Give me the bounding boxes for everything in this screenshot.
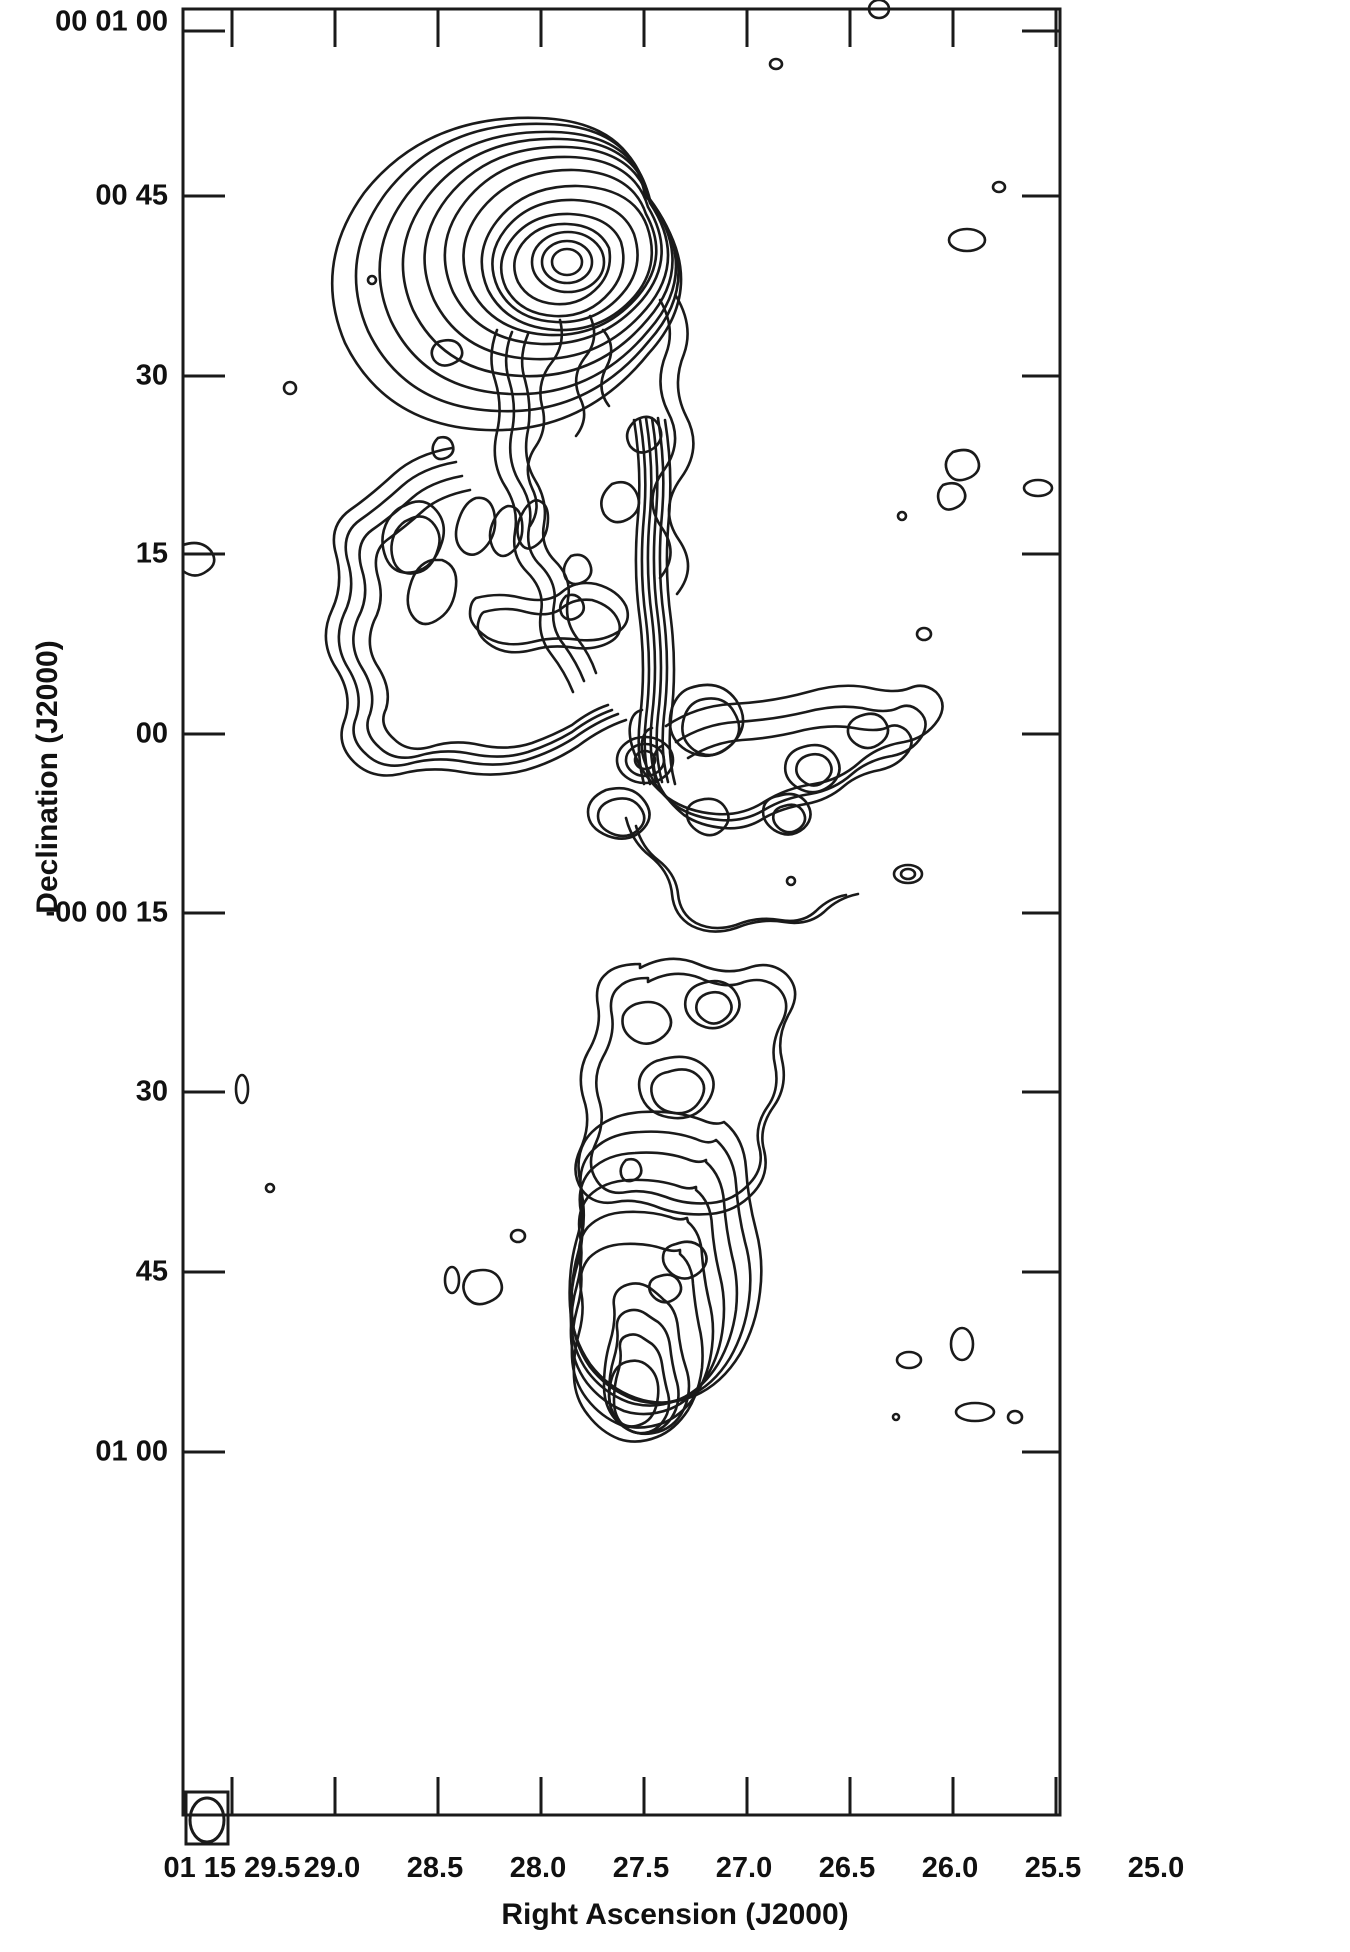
y-tick-label-8: 01 00 <box>95 1435 168 1468</box>
isolated-noise-contours <box>181 0 1054 1425</box>
x-tick-label-9: 25.0 <box>1127 1852 1185 1884</box>
axes-frame <box>181 7 1062 1817</box>
y-tick-label-5: -00 00 15 <box>45 896 168 929</box>
southern-hotspot-contours <box>568 1110 763 1443</box>
x-tick-label-5: 27.0 <box>715 1852 773 1884</box>
x-tick-label-8: 25.5 <box>1024 1852 1082 1884</box>
beam-ellipse <box>188 1796 226 1844</box>
x-tick-label-6: 26.5 <box>818 1852 876 1884</box>
northern-lobe-contours <box>431 294 695 694</box>
western-extension-contours <box>324 446 630 777</box>
southern-lobe-upper-contours <box>574 957 797 1216</box>
restoring-beam <box>184 1790 230 1846</box>
contour-lines <box>181 0 1054 1443</box>
core-jet-contours <box>615 416 745 786</box>
x-tick-label-3: 28.0 <box>509 1852 567 1884</box>
y-tick-label-0: 00 01 00 <box>55 5 168 38</box>
northern-hotspot-contours <box>330 116 683 432</box>
x-axis-ticks-top <box>230 9 1058 47</box>
x-tick-label-2: 28.5 <box>406 1852 464 1884</box>
x-tick-label-1: 29.0 <box>303 1852 361 1884</box>
x-axis-ticks <box>230 1777 1058 1815</box>
x-tick-label-4: 27.5 <box>612 1852 670 1884</box>
y-tick-label-3: 15 <box>135 537 168 570</box>
y-tick-label-7: 45 <box>135 1255 168 1288</box>
y-tick-label-1: 00 45 <box>95 179 168 212</box>
eastern-lobe-contours <box>586 684 944 933</box>
x-axis-title: Right Ascension (J2000) <box>501 1898 849 1931</box>
y-tick-label-6: 30 <box>135 1075 168 1108</box>
y-axis-ticks-right <box>1022 29 1060 1454</box>
y-tick-label-4: 00 <box>135 717 168 750</box>
x-tick-label-7: 26.0 <box>921 1852 979 1884</box>
y-axis-ticks <box>183 29 225 1454</box>
x-tick-label-0: 01 15 29.5 <box>163 1852 301 1884</box>
y-tick-label-2: 30 <box>135 359 168 392</box>
